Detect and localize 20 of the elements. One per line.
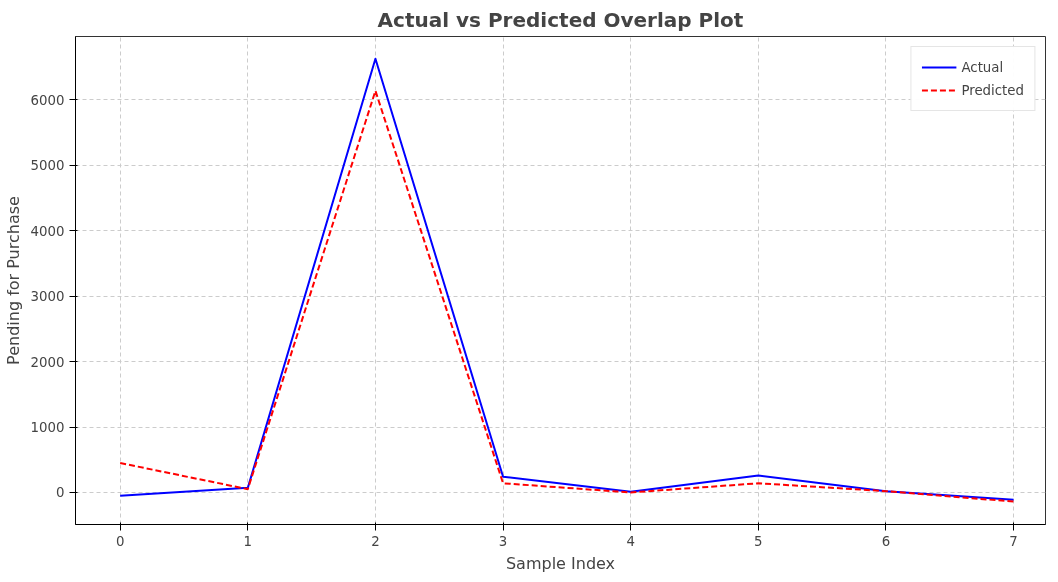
y-tick-label: 3000 xyxy=(30,289,65,305)
y-tick-label: 1000 xyxy=(30,420,65,436)
x-tick-label: 2 xyxy=(371,533,380,549)
y-tick-label: 6000 xyxy=(30,92,65,108)
y-axis-title: Pending for Purchase xyxy=(3,196,23,365)
x-tick-label: 7 xyxy=(1009,533,1018,549)
y-tick-label: 2000 xyxy=(30,354,65,370)
legend-label: Actual xyxy=(961,59,1004,75)
y-tick-label: 5000 xyxy=(30,158,65,174)
y-tick-label: 0 xyxy=(56,485,65,501)
x-tick-label: 1 xyxy=(243,533,253,549)
chart-title: Actual vs Predicted Overlap Plot xyxy=(377,7,744,32)
x-tick-label: 0 xyxy=(115,533,125,549)
x-tick-label: 3 xyxy=(498,533,508,549)
x-axis-title: Sample Index xyxy=(505,553,616,573)
legend-label: Predicted xyxy=(961,82,1024,98)
x-tick-label: 5 xyxy=(754,533,763,549)
x-tick-label: 4 xyxy=(626,533,635,549)
y-tick-label: 4000 xyxy=(30,223,65,239)
x-tick-label: 6 xyxy=(881,533,891,549)
